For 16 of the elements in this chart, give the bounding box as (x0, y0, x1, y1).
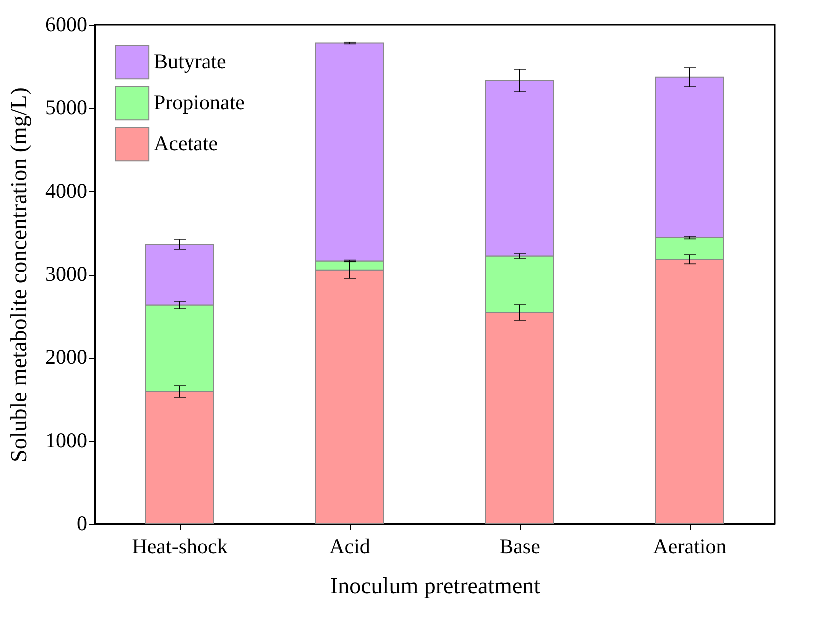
x-tick-label: Base (500, 534, 540, 558)
x-tick-label: Aeration (653, 534, 728, 558)
y-tick-label: 0 (77, 512, 88, 536)
x-tick-label: Heat-shock (132, 534, 228, 558)
y-tick-label: 3000 (46, 262, 88, 286)
legend-label: Propionate (154, 90, 245, 114)
legend-label: Acetate (154, 132, 218, 156)
y-tick-label: 6000 (46, 12, 88, 36)
legend-label: Butyrate (154, 50, 226, 74)
y-tick-label: 5000 (46, 96, 88, 120)
x-tick-label: Acid (330, 534, 371, 558)
x-axis-title: Inoculum pretreatment (330, 574, 542, 598)
y-tick-label: 4000 (46, 178, 88, 203)
y-tick-label: 2000 (46, 345, 88, 370)
y-axis-title: Soluble metabolite concentration (mg/L) (6, 88, 32, 462)
y-tick-label: 1000 (46, 428, 88, 452)
